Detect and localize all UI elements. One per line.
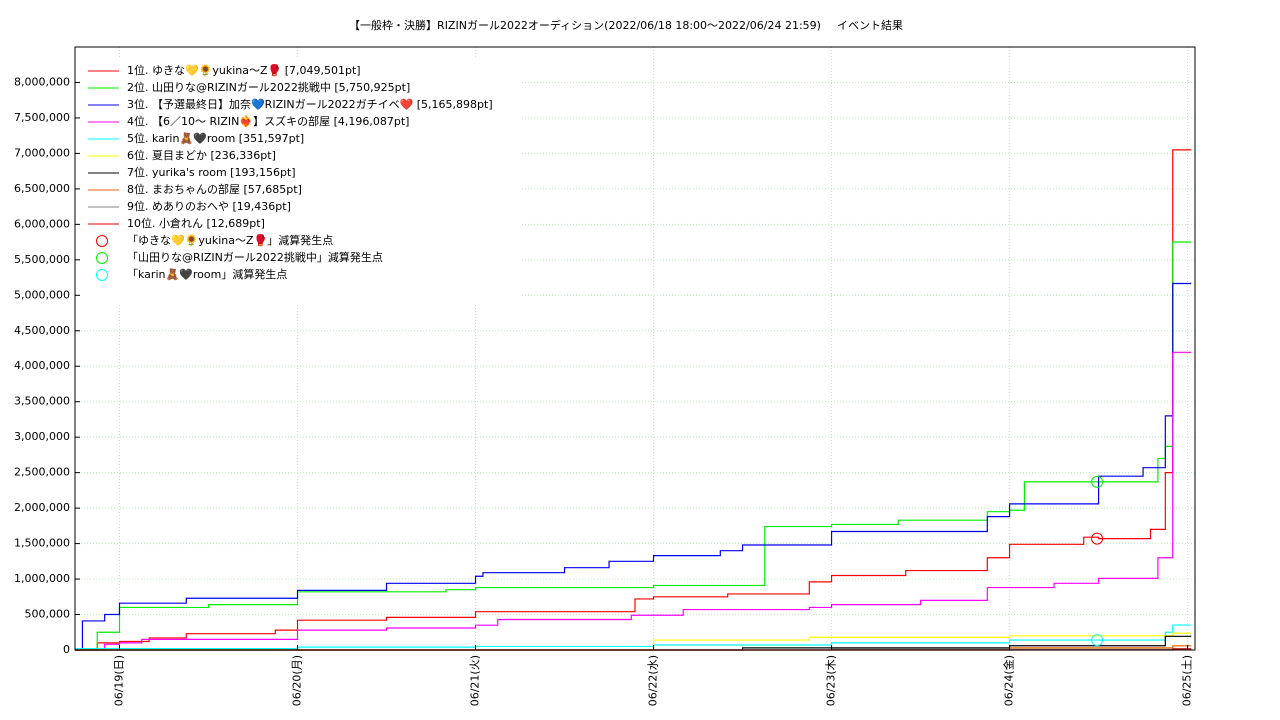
marker <box>1091 532 1104 545</box>
legend-label: 6位. 夏目まどか [236,336pt] <box>127 148 276 162</box>
legend-label: 「karin🧸🖤room」減算発生点 <box>127 267 287 281</box>
legend-marker <box>96 252 108 264</box>
y-tick-label: 0 <box>63 643 70 656</box>
y-tick-label: 5,500,000 <box>14 253 70 266</box>
x-tick-label: 06/21(火) <box>469 655 482 706</box>
y-tick-label: 6,000,000 <box>14 217 70 230</box>
legend-label: 10位. 小倉れん [12,689pt] <box>127 216 265 230</box>
y-tick-label: 4,500,000 <box>14 324 70 337</box>
x-tick-label: 06/22(水) <box>647 655 660 706</box>
x-tick-label: 06/25(土) <box>1181 655 1194 706</box>
x-tick-label: 06/19(日) <box>113 655 126 706</box>
y-tick-label: 5,000,000 <box>14 288 70 301</box>
legend-label: 「山田りな@RIZINガール2022挑戦中」減算発生点 <box>127 250 383 264</box>
y-tick-label: 500,000 <box>25 608 71 621</box>
x-tick-label: 06/23(木) <box>825 655 838 706</box>
x-tick-label: 06/20(月) <box>291 655 304 706</box>
y-tick-label: 7,500,000 <box>14 111 70 124</box>
series-line <box>75 282 1192 651</box>
series-line <box>75 241 1192 651</box>
legend-label: 4位. 【6／10〜 RIZIN❤️‍🔥】スズキの部屋 [4,196,087pt… <box>127 114 409 128</box>
y-tick-label: 1,000,000 <box>14 572 70 585</box>
series-line <box>75 624 1192 650</box>
series-line <box>75 149 1192 651</box>
chart-title: 【一般枠・決勝】RIZINガール2022オーディション(2022/06/18 1… <box>349 18 821 32</box>
y-tick-label: 8,000,000 <box>14 75 70 88</box>
y-tick-label: 2,500,000 <box>14 466 70 479</box>
chart-subtitle: イベント結果 <box>837 18 903 32</box>
legend-box <box>80 58 522 304</box>
y-tick-label: 3,000,000 <box>14 430 70 443</box>
legend: 1位. ゆきな💛🌻yukina〜Z🥊 [7,049,501pt] 2位. 山田りな… <box>88 63 493 281</box>
legend-label: 1位. ゆきな💛🌻yukina〜Z🥊 [7,049,501pt] <box>127 63 361 77</box>
marker <box>1091 634 1104 647</box>
legend-marker <box>96 269 108 281</box>
legend-label: 「ゆきな💛🌻yukina〜Z🥊」減算発生点 <box>127 233 333 247</box>
y-tick-label: 2,000,000 <box>14 501 70 514</box>
series-line <box>75 351 1192 651</box>
x-tick-label: 06/24(金) <box>1002 655 1016 706</box>
legend-label: 3位. 【予選最終日】加奈💙RIZINガール2022ガチイベ❤️ [5,165,… <box>127 97 493 111</box>
plot-frame <box>74 46 1196 651</box>
y-tick-label: 1,500,000 <box>14 537 70 550</box>
legend-label: 5位. karin🧸🖤room [351,597pt] <box>127 131 304 145</box>
y-tick-label: 7,000,000 <box>14 146 70 159</box>
legend-label: 9位. めありのおへや [19,436pt] <box>127 199 291 213</box>
legend-label: 2位. 山田りな@RIZINガール2022挑戦中 [5,750,925pt] <box>127 80 410 94</box>
legend-label: 8位. まおちゃんの部屋 [57,685pt] <box>127 182 302 196</box>
legend-marker <box>96 235 108 247</box>
y-tick-label: 6,500,000 <box>14 182 70 195</box>
y-tick-label: 3,500,000 <box>14 395 70 408</box>
y-tick-label: 4,000,000 <box>14 359 70 372</box>
marker <box>1091 475 1104 488</box>
axes: 0 500,000 1,000,000 1,500,000 2,000,000 2,500… <box>14 75 1194 706</box>
legend-label: 7位. yurika's room [193,156pt] <box>127 165 296 179</box>
